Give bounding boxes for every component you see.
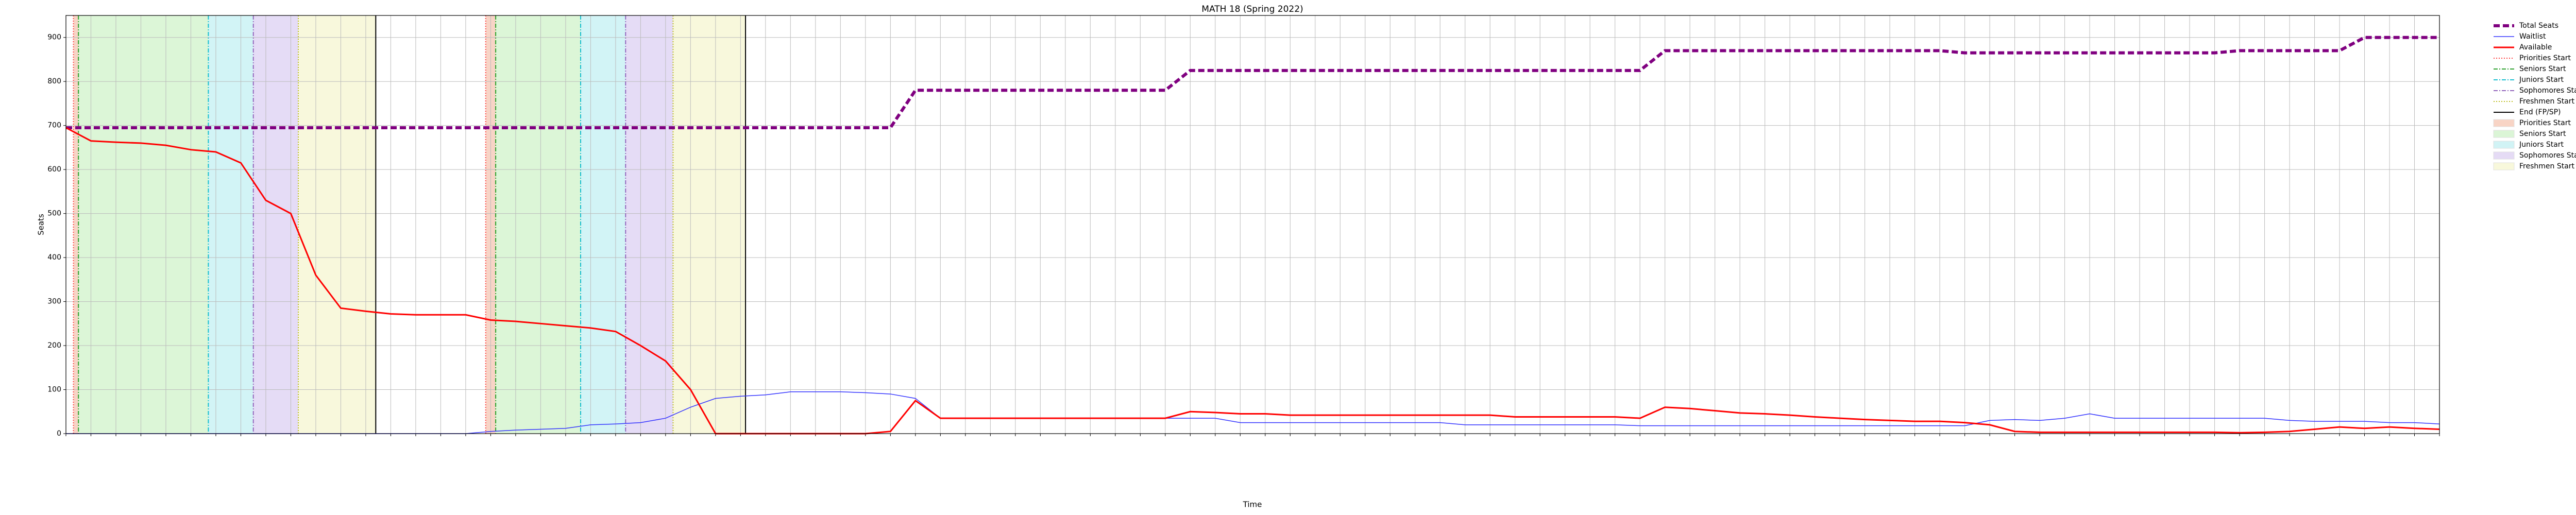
y-tick-label: 200 — [47, 341, 61, 350]
phase-shade — [673, 15, 746, 434]
y-tick-label: 300 — [47, 298, 61, 306]
chart-title: MATH 18 (Spring 2022) — [1201, 4, 1303, 14]
y-tick-label: 100 — [47, 386, 61, 394]
phase-shade — [253, 15, 299, 434]
legend-swatch — [2493, 151, 2515, 160]
phase-shade — [496, 15, 581, 434]
y-tick-label: 400 — [47, 253, 61, 262]
phase-shade — [580, 15, 626, 434]
legend-swatch — [2493, 141, 2515, 149]
y-tick-label: 500 — [47, 210, 61, 218]
legend-label: Priorities Start — [2519, 119, 2571, 127]
legend-swatch — [2493, 162, 2515, 170]
phase-shade — [208, 15, 253, 434]
y-axis-label: Seats — [37, 214, 46, 235]
legend-label: Juniors Start — [2519, 141, 2564, 149]
legend-label: Total Seats — [2519, 22, 2558, 30]
phase-shade — [298, 15, 376, 434]
series-line — [66, 391, 2440, 434]
plot-frame — [65, 15, 2440, 434]
legend-label: Sophomores Start — [2519, 151, 2576, 160]
legend-label: Priorities Start — [2519, 54, 2571, 62]
y-tick-label: 800 — [47, 77, 61, 85]
phase-shade — [78, 15, 209, 434]
y-tick-label: 700 — [47, 122, 61, 130]
y-tick-label: 900 — [47, 33, 61, 42]
y-tick-label: 600 — [47, 165, 61, 174]
legend-swatch — [2493, 130, 2515, 138]
legend-label: Sophomores Start — [2519, 87, 2576, 95]
y-tick-label: 0 — [57, 430, 61, 438]
series-line — [65, 127, 2440, 435]
legend-swatch — [2493, 119, 2515, 127]
series-line — [66, 36, 2439, 129]
legend-label: Juniors Start — [2519, 76, 2564, 84]
phase-shade — [625, 15, 673, 434]
legend-label: Available — [2519, 43, 2552, 52]
legend-label: Freshmen Start — [2519, 162, 2575, 170]
x-axis-label: Time — [1243, 500, 1262, 509]
legend-label: End (FP/SP) — [2519, 108, 2561, 116]
legend-label: Seniors Start — [2519, 65, 2566, 73]
legend-label: Freshmen Start — [2519, 97, 2575, 106]
legend-label: Waitlist — [2519, 32, 2546, 41]
phase-shade — [73, 15, 79, 434]
legend-label: Seniors Start — [2519, 130, 2566, 138]
